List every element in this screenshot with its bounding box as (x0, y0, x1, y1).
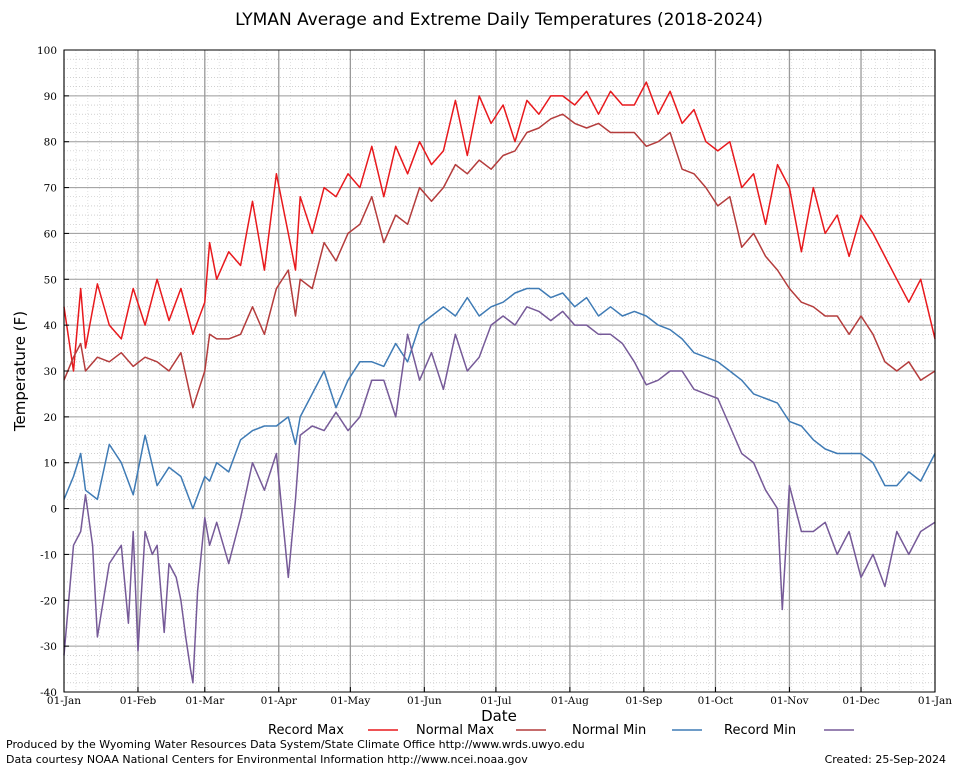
y-tick-label: 50 (44, 274, 57, 286)
y-tick-label: 70 (44, 183, 57, 195)
x-tick-label: 01-May (330, 695, 370, 707)
y-tick-label: -40 (40, 687, 57, 699)
x-tick-label: 01-Dec (842, 695, 880, 707)
footer-data-source: Data courtesy NOAA National Centers for … (6, 753, 528, 766)
y-tick-label: -20 (40, 595, 57, 607)
record-min-line (63, 306, 936, 684)
x-tick-label: 01-Jun (407, 695, 442, 707)
normal-max-line (63, 113, 936, 409)
y-tick-label: -10 (40, 549, 57, 561)
legend-label-record-min: Record Min (724, 723, 796, 738)
y-tick-label: 100 (37, 45, 57, 57)
y-tick-label: 10 (44, 458, 57, 470)
chart-title: LYMAN Average and Extreme Daily Temperat… (235, 10, 763, 30)
x-tick-label: 01-Sep (625, 695, 662, 707)
grid-lines (63, 49, 936, 693)
legend: Record Max Normal Max Normal Min Record Min (268, 723, 854, 738)
y-tick-label: 60 (44, 228, 57, 240)
x-tick-label: 01-Jan (918, 695, 952, 707)
x-axis-label: Date (481, 707, 517, 725)
y-tick-label: 20 (44, 412, 57, 424)
y-tick-label: 90 (44, 91, 57, 103)
y-tick-label: 0 (50, 504, 57, 516)
y-tick-label: -30 (40, 641, 57, 653)
legend-label-record-max: Record Max (268, 723, 344, 738)
y-axis-label: Temperature (F) (11, 311, 29, 432)
legend-label-normal-max: Normal Max (416, 723, 494, 738)
normal-min-line (63, 287, 936, 510)
x-tick-label: 01-Mar (185, 695, 225, 707)
y-tick-label: 30 (44, 366, 57, 378)
x-tick-label: 01-Apr (261, 695, 298, 707)
y-tick-label: 80 (44, 137, 57, 149)
x-axis-ticks: 01-Jan 01-Feb 01-Mar 01-Apr 01-May 01-Jun 01-J… (47, 687, 952, 707)
x-tick-label: 01-Jul (480, 695, 512, 707)
y-tick-label: 40 (44, 320, 57, 332)
x-tick-label: 01-Oct (698, 695, 734, 707)
y-axis-ticks: -40 -30 -20 -10 0 10 20 30 40 50 60 70 80 90 100 (37, 45, 69, 699)
x-tick-label: 01-Feb (120, 695, 157, 707)
series-lines (63, 81, 936, 684)
x-tick-label: 01-Aug (551, 695, 589, 707)
footer-created-date: Created: 25-Sep-2024 (825, 753, 946, 766)
x-tick-label: 01-Nov (770, 695, 808, 707)
footer-producer: Produced by the Wyoming Water Resources … (6, 738, 585, 751)
x-tick-label: 01-Jan (47, 695, 81, 707)
record-max-line (63, 81, 936, 372)
legend-label-normal-min: Normal Min (572, 723, 646, 738)
